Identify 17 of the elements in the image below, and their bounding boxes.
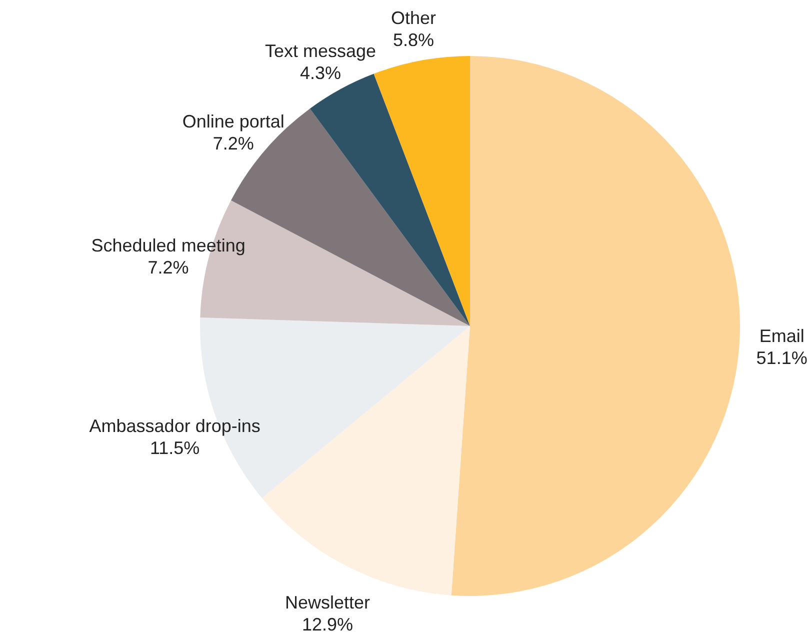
pie-slice bbox=[374, 56, 470, 326]
data-label: 51.1% bbox=[756, 348, 808, 368]
slice-label: Online portal bbox=[182, 112, 284, 132]
data-label: 12.9% bbox=[302, 614, 354, 634]
data-label: 5.8% bbox=[392, 30, 434, 50]
slice-label: Newsletter bbox=[284, 592, 370, 613]
slice-label: Other bbox=[390, 8, 436, 28]
data-label: 11.5% bbox=[150, 438, 200, 458]
slice-label: Email bbox=[759, 326, 804, 346]
slice-label: Scheduled meeting bbox=[91, 236, 246, 256]
slice-label: Text message bbox=[265, 41, 376, 62]
pie-slice bbox=[451, 56, 740, 596]
data-label: 4.3% bbox=[300, 63, 342, 84]
slice-label: Ambassador drop-ins bbox=[89, 416, 260, 436]
data-label: 7.2% bbox=[148, 258, 189, 278]
pie-slice bbox=[262, 326, 470, 596]
data-label: 7.2% bbox=[212, 134, 254, 154]
